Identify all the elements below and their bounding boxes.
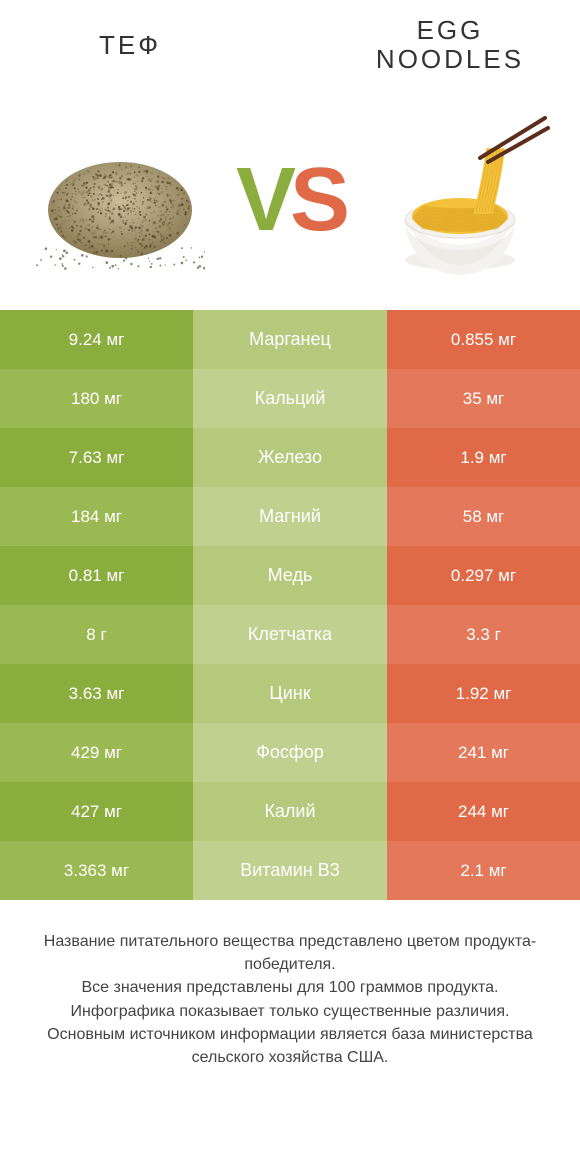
vs-text: VS: [236, 155, 344, 245]
table-row: 7.63 мгЖелезо1.9 мг: [0, 428, 580, 487]
cell-left: 8 г: [0, 605, 193, 664]
cell-mid: Железо: [193, 428, 387, 487]
cell-right: 2.1 мг: [387, 841, 580, 900]
table-row: 0.81 мгМедь0.297 мг: [0, 546, 580, 605]
cell-left: 180 мг: [0, 369, 193, 428]
table-row: 8 гКлетчатка3.3 г: [0, 605, 580, 664]
hero: VS: [0, 90, 580, 310]
noodles-icon: [370, 110, 550, 290]
cell-mid: Марганец: [193, 310, 387, 369]
cell-left: 3.363 мг: [0, 841, 193, 900]
cell-mid: Медь: [193, 546, 387, 605]
cell-right: 1.92 мг: [387, 664, 580, 723]
cell-right: 1.9 мг: [387, 428, 580, 487]
cell-left: 429 мг: [0, 723, 193, 782]
table-row: 3.63 мгЦинк1.92 мг: [0, 664, 580, 723]
cell-mid: Калий: [193, 782, 387, 841]
cell-mid: Клетчатка: [193, 605, 387, 664]
vs-s: S: [290, 150, 344, 250]
cell-right: 35 мг: [387, 369, 580, 428]
cell-mid: Кальций: [193, 369, 387, 428]
title-left: ТЕФ: [30, 31, 230, 60]
cell-mid: Магний: [193, 487, 387, 546]
header: ТЕФ EGG NOODLES: [0, 0, 580, 90]
table-row: 9.24 мгМарганец0.855 мг: [0, 310, 580, 369]
cell-right: 58 мг: [387, 487, 580, 546]
footer: Название питательного вещества представл…: [0, 900, 580, 1069]
cell-left: 184 мг: [0, 487, 193, 546]
footer-line: Инфографика показывает только существенн…: [24, 1000, 556, 1023]
footer-line: Все значения представлены для 100 граммо…: [24, 976, 556, 999]
cell-left: 9.24 мг: [0, 310, 193, 369]
table-row: 3.363 мгВитамин B32.1 мг: [0, 841, 580, 900]
cell-left: 7.63 мг: [0, 428, 193, 487]
cell-right: 241 мг: [387, 723, 580, 782]
table-row: 180 мгКальций35 мг: [0, 369, 580, 428]
footer-line: Основным источником информации является …: [24, 1023, 556, 1069]
vs-v: V: [236, 150, 290, 250]
cell-left: 3.63 мг: [0, 664, 193, 723]
cell-right: 244 мг: [387, 782, 580, 841]
table-row: 427 мгКалий244 мг: [0, 782, 580, 841]
cell-left: 427 мг: [0, 782, 193, 841]
cell-mid: Фосфор: [193, 723, 387, 782]
table-row: 429 мгФосфор241 мг: [0, 723, 580, 782]
cell-left: 0.81 мг: [0, 546, 193, 605]
footer-line: Название питательного вещества представл…: [24, 930, 556, 976]
title-right: EGG NOODLES: [350, 16, 550, 73]
cell-right: 3.3 г: [387, 605, 580, 664]
cell-right: 0.297 мг: [387, 546, 580, 605]
teff-icon: [30, 110, 210, 290]
table-row: 184 мгМагний58 мг: [0, 487, 580, 546]
cell-mid: Витамин B3: [193, 841, 387, 900]
comparison-table: 9.24 мгМарганец0.855 мг180 мгКальций35 м…: [0, 310, 580, 900]
cell-right: 0.855 мг: [387, 310, 580, 369]
cell-mid: Цинк: [193, 664, 387, 723]
